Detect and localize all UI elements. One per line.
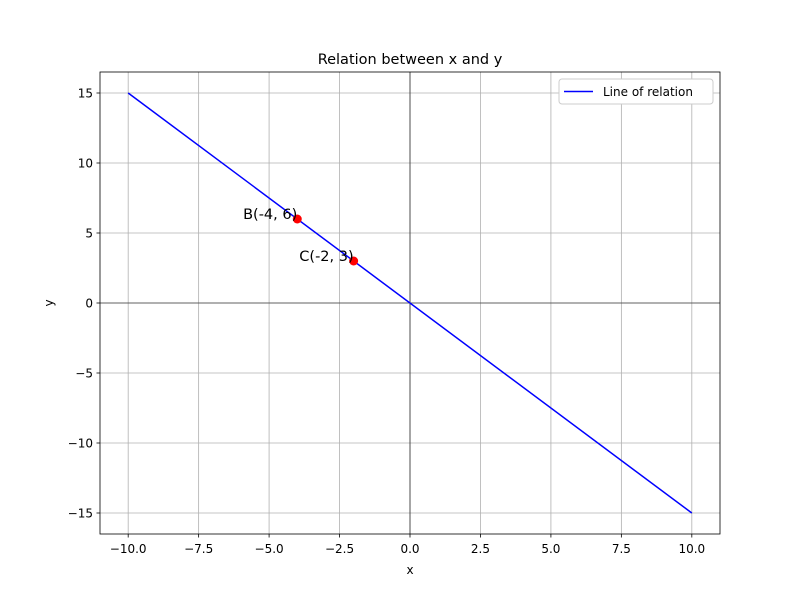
x-axis: −10.0 −7.5 −5.0 −2.5 0.0 2.5 5.0 7.5 10.0 [110, 534, 705, 556]
x-axis-label: x [406, 563, 413, 577]
x-tick-label: 10.0 [678, 542, 705, 556]
points-layer: B(-4, 6) C(-2, 3) [243, 207, 359, 266]
y-axis: −15 −10 −5 0 5 10 15 [68, 87, 100, 521]
x-tick-label: −10.0 [110, 542, 147, 556]
y-tick-label: 5 [85, 227, 93, 241]
series-line-0 [127, 92, 693, 514]
y-tick-label: 15 [78, 87, 93, 101]
x-tick-label: −7.5 [184, 542, 213, 556]
legend-label: Line of relation [603, 85, 693, 99]
y-tick-label: −15 [68, 507, 93, 521]
y-tick-label: −10 [68, 437, 93, 451]
x-tick-label: 0.0 [400, 542, 419, 556]
point-marker [292, 214, 302, 224]
y-tick-label: 0 [85, 297, 93, 311]
x-tick-label: −5.0 [255, 542, 284, 556]
x-tick-label: 2.5 [471, 542, 490, 556]
x-tick-label: 7.5 [612, 542, 631, 556]
legend-box [558, 78, 714, 105]
point-label: C(-2, 3) [299, 249, 353, 265]
y-tick-label: 10 [78, 157, 93, 171]
y-tick-label: −5 [75, 367, 93, 381]
y-axis-label: y [42, 299, 56, 306]
chart-title: Relation between x and y [318, 52, 503, 68]
point-marker [349, 256, 359, 266]
legend: Line of relation [558, 78, 714, 105]
point-label: B(-4, 6) [243, 207, 297, 223]
series-layer [127, 92, 693, 514]
x-tick-label: 5.0 [541, 542, 560, 556]
x-tick-label: −2.5 [325, 542, 354, 556]
